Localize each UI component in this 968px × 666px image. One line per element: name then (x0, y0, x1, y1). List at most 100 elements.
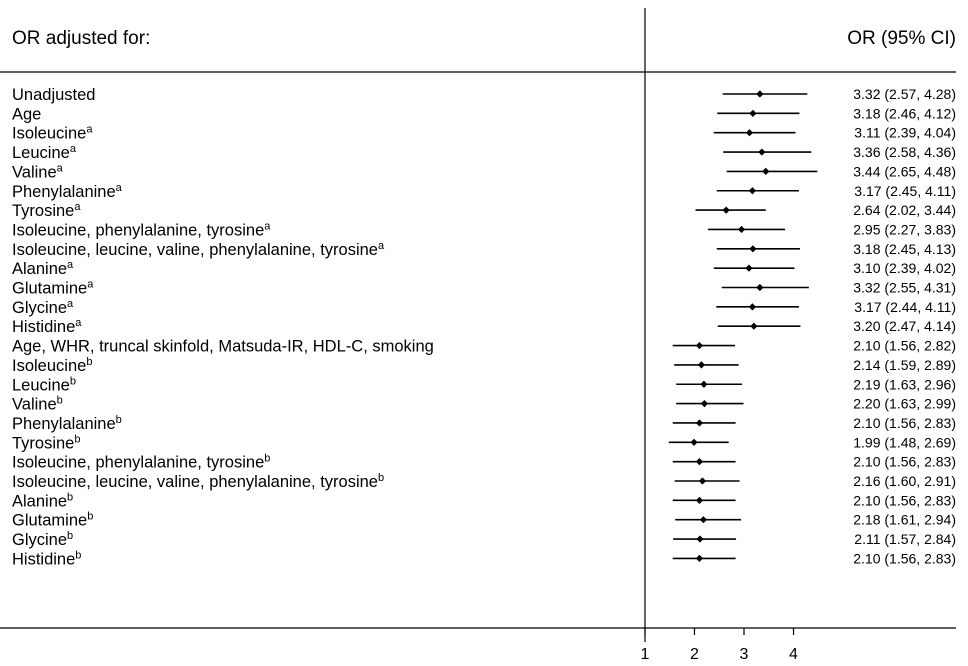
or-marker (700, 400, 708, 408)
ci-text: 2.64 (2.02, 3.44) (853, 202, 956, 218)
ci-text: 2.18 (1.61, 2.94) (853, 512, 956, 528)
ci-text: 2.16 (1.60, 2.91) (853, 473, 956, 489)
ci-text: 2.11 (1.57, 2.84) (854, 531, 956, 547)
forest-row: Isoleucine, leucine, valine, phenylalani… (12, 240, 956, 259)
ci-text: 2.19 (1.63, 2.96) (853, 376, 956, 392)
forest-rows: Unadjusted 3.32 (2.57, 4.28) Age 3.18 (2.46… (12, 86, 956, 568)
row-label: Tyrosineb (12, 433, 80, 452)
ci-text: 3.36 (2.58, 4.36) (853, 144, 956, 160)
or-marker (756, 283, 764, 292)
forest-row: Glycinea 3.17 (2.44, 4.11) (12, 298, 956, 317)
or-marker (750, 322, 758, 330)
or-marker (695, 341, 704, 350)
x-tick-label: 4 (789, 646, 798, 663)
row-label: Leucineb (12, 375, 76, 394)
forest-row: Age, WHR, truncal skinfold, Matsuda-IR, … (12, 338, 956, 356)
ci-text: 2.10 (1.56, 2.83) (853, 492, 956, 508)
row-label: Unadjusted (12, 86, 95, 104)
forest-row: Leucineb 2.19 (1.63, 2.96) (12, 375, 956, 394)
ci-text: 2.10 (1.56, 2.83) (853, 550, 956, 566)
forest-row: Glutamineb 2.18 (1.61, 2.94) (12, 511, 956, 530)
forest-row: Tyrosinea 2.64 (2.02, 3.44) (12, 201, 956, 220)
or-marker (749, 245, 757, 253)
ci-text: 2.10 (1.56, 2.83) (853, 454, 956, 470)
forest-row: Phenylalanineb 2.10 (1.56, 2.83) (12, 414, 956, 433)
row-label: Isoleucineb (12, 356, 92, 375)
or-marker (745, 129, 754, 137)
forest-row: Alanineb 2.10 (1.56, 2.83) (12, 491, 956, 510)
forest-row: Histidinea 3.20 (2.47, 4.14) (12, 317, 956, 336)
row-label: Isoleucinea (12, 124, 93, 143)
x-axis-ticks: 1 2 3 4 (641, 628, 798, 663)
x-tick-label: 1 (641, 646, 650, 663)
x-tick-label: 2 (690, 646, 699, 663)
row-label: Tyrosinea (12, 201, 81, 220)
or-marker (695, 496, 704, 504)
row-label: Alaninea (12, 259, 74, 278)
forest-row: Age 3.18 (2.46, 4.12) (12, 105, 956, 123)
forest-row: Phenylalaninea 3.17 (2.45, 4.11) (12, 182, 956, 201)
row-label: Alanineb (12, 491, 73, 510)
ci-text: 3.18 (2.46, 4.12) (853, 105, 956, 121)
forest-row: Isoleucinea 3.11 (2.39, 4.04) (12, 124, 956, 143)
ci-text: 2.10 (1.56, 2.82) (853, 338, 956, 354)
x-tick-label: 3 (740, 646, 749, 663)
row-label: Glutaminea (12, 279, 94, 298)
row-label: Glutamineb (12, 511, 93, 530)
or-marker (762, 167, 770, 175)
or-marker (748, 187, 757, 195)
forest-row: Valineb 2.20 (1.63, 2.99) (12, 395, 956, 414)
or-marker (745, 264, 753, 272)
or-marker (696, 535, 704, 543)
forest-row: Leucinea 3.36 (2.58, 4.36) (12, 143, 956, 162)
row-label: Histidineb (12, 549, 81, 568)
row-label: Valinea (12, 162, 64, 181)
or-marker (700, 380, 708, 388)
or-marker (695, 554, 704, 562)
ci-text: 3.18 (2.45, 4.13) (853, 241, 956, 257)
row-label: Isoleucine, leucine, valine, phenylalani… (12, 240, 385, 259)
row-label: Leucinea (12, 143, 77, 162)
row-label: Isoleucine, phenylalanine, tyrosineb (12, 453, 270, 472)
row-label: Glycinea (12, 298, 74, 317)
row-label: Histidinea (12, 317, 82, 336)
ci-text: 2.95 (2.27, 3.83) (853, 221, 956, 237)
or-marker (756, 90, 764, 98)
forest-row: Glycineb 2.11 (1.57, 2.84) (12, 530, 956, 549)
forest-row: Isoleucine, phenylalanine, tyrosineb 2.10… (12, 453, 956, 472)
row-label: Isoleucine, phenylalanine, tyrosinea (12, 220, 271, 239)
or-marker (695, 458, 704, 466)
or-marker (697, 361, 706, 369)
ci-text: 3.17 (2.44, 4.11) (854, 299, 956, 315)
row-label: Isoleucine, leucine, valine, phenylalani… (12, 472, 384, 491)
row-label: Phenylalanineb (12, 414, 122, 433)
ci-text: 2.20 (1.63, 2.99) (853, 396, 956, 412)
forest-row: Unadjusted 3.32 (2.57, 4.28) (12, 86, 956, 104)
or-marker (748, 303, 757, 311)
or-marker (695, 419, 704, 427)
or-marker (737, 225, 746, 234)
ci-text: 1.99 (1.48, 2.69) (853, 434, 956, 450)
forest-row: Glutaminea 3.32 (2.55, 4.31) (12, 279, 956, 298)
ci-text: 3.17 (2.45, 4.11) (854, 183, 956, 199)
ci-text: 3.44 (2.65, 4.48) (853, 163, 956, 179)
ci-text: 3.20 (2.47, 4.14) (853, 318, 956, 334)
ci-text: 2.10 (1.56, 2.83) (853, 415, 956, 431)
forest-row: Alaninea 3.10 (2.39, 4.02) (12, 259, 956, 278)
or-marker (722, 206, 730, 214)
or-marker (690, 438, 698, 446)
header-left-label: OR adjusted for: (12, 28, 150, 49)
ci-text: 3.11 (2.39, 4.04) (854, 125, 956, 141)
ci-text: 3.10 (2.39, 4.02) (853, 260, 956, 276)
forest-row: Tyrosineb 1.99 (1.48, 2.69) (12, 433, 956, 452)
row-label: Valineb (12, 395, 63, 414)
row-label: Age (12, 105, 41, 123)
row-label: Age, WHR, truncal skinfold, Matsuda-IR, … (12, 338, 434, 356)
or-marker (699, 516, 708, 524)
ci-text: 3.32 (2.57, 4.28) (853, 86, 956, 102)
row-label: Glycineb (12, 530, 73, 549)
row-label: Phenylalaninea (12, 182, 123, 201)
forest-row: Isoleucine, leucine, valine, phenylalani… (12, 472, 956, 491)
or-marker (758, 148, 766, 156)
